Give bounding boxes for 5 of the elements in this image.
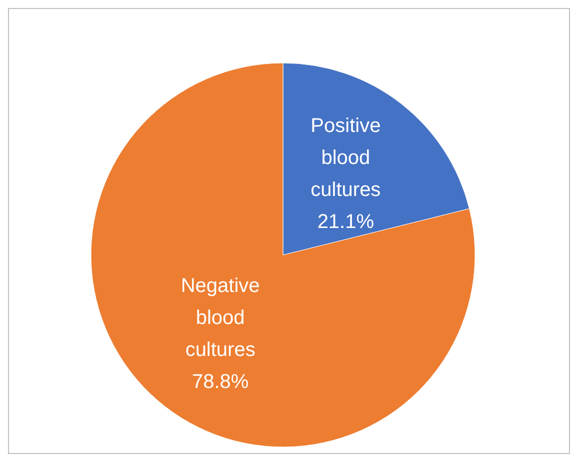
slice-label: Negative blood cultures — [180, 275, 260, 362]
pie-slice — [90, 62, 476, 448]
data-label: 21.1% — [317, 211, 374, 234]
data-label: 78.8% — [192, 371, 249, 394]
slice-label: Positive blood cultures — [310, 115, 381, 202]
